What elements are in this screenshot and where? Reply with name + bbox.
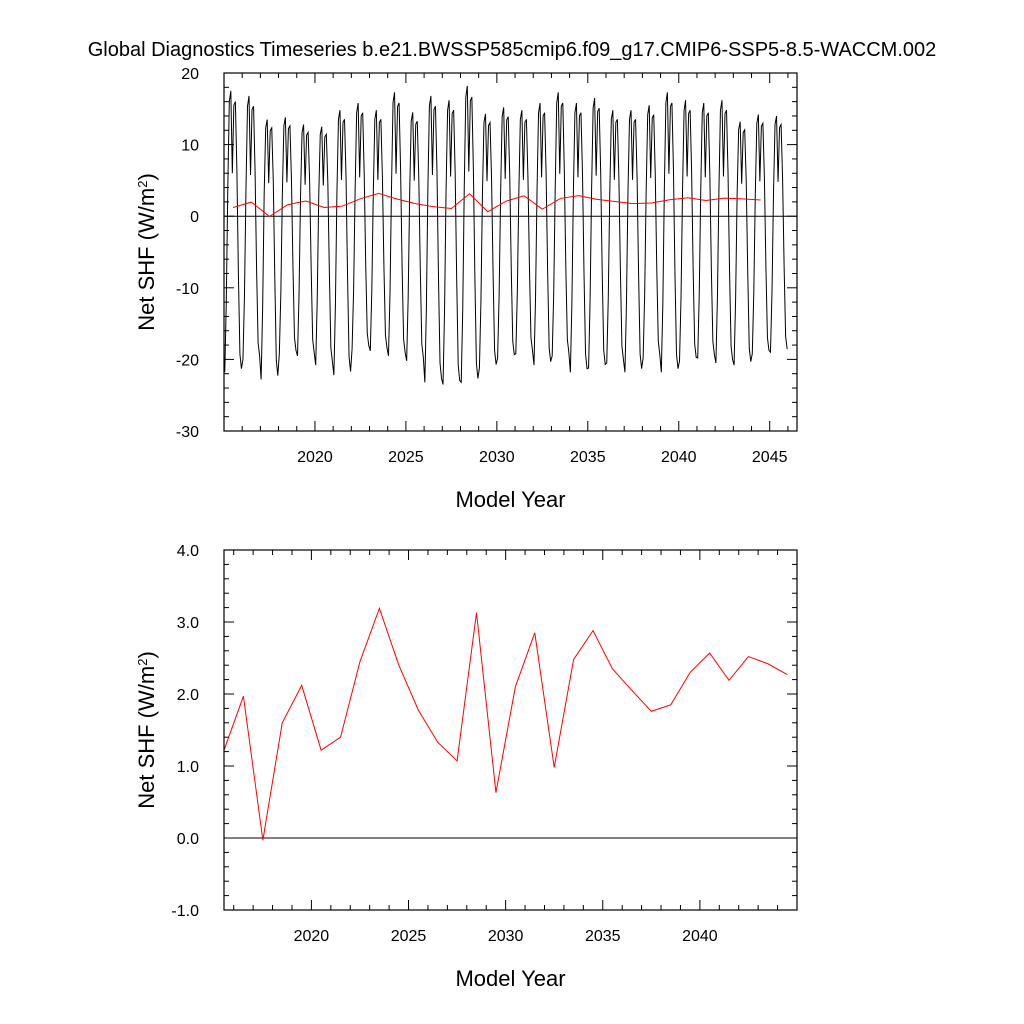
annual-mean-series-line bbox=[232, 192, 761, 218]
x-axis-label: Model Year bbox=[455, 487, 565, 512]
x-axis-label: Model Year bbox=[455, 966, 565, 991]
x-tick-label: 2025 bbox=[391, 928, 427, 945]
y-axis-label: Net SHF (W/m2) bbox=[134, 173, 159, 331]
y-tick-label: 0.0 bbox=[177, 831, 199, 848]
series-group bbox=[224, 85, 788, 385]
monthly-series-line bbox=[224, 85, 788, 385]
x-tick-label: 2030 bbox=[479, 449, 515, 466]
x-tick-label: 2040 bbox=[661, 449, 697, 466]
x-tick-label: 2025 bbox=[388, 449, 424, 466]
y-tick-label: 4.0 bbox=[177, 543, 199, 560]
plot-frame bbox=[223, 72, 798, 432]
x-tick-label: 2020 bbox=[297, 449, 333, 466]
y-tick-label: 10 bbox=[181, 138, 199, 155]
y-tick-label: 3.0 bbox=[177, 615, 199, 632]
annual-mean-series-line bbox=[224, 606, 788, 841]
x-tick-label: 2035 bbox=[570, 449, 606, 466]
y-axis-label: Net SHF (W/m2) bbox=[134, 651, 159, 809]
y-tick-label: -10 bbox=[176, 281, 199, 298]
y-tick-label: -20 bbox=[176, 352, 199, 369]
plot-frame bbox=[223, 549, 798, 911]
y-tick-label: 20 bbox=[181, 66, 199, 83]
x-tick-label: 2040 bbox=[682, 928, 718, 945]
x-tick-label: 2030 bbox=[488, 928, 524, 945]
bottom-panel-annual-means: 2020 2025 2030 2035 2040 -1.0 0.0 1.0 2.0 3.0 4.0 M… bbox=[134, 543, 798, 991]
series-group bbox=[224, 606, 788, 841]
y-tick-label: 2.0 bbox=[177, 687, 199, 704]
y-tick-label: -1.0 bbox=[171, 903, 199, 920]
y-tick-label: 0 bbox=[190, 209, 199, 226]
y-tick-label: -30 bbox=[176, 424, 199, 441]
x-tick-label: 2035 bbox=[585, 928, 621, 945]
x-tick-label: 2020 bbox=[294, 928, 330, 945]
figure-title: Global Diagnostics Timeseries b.e21.BWSS… bbox=[88, 39, 937, 61]
y-tick-label: 1.0 bbox=[177, 759, 199, 776]
x-tick-label: 2045 bbox=[752, 449, 788, 466]
top-panel-timeseries: 2020 2025 2030 2035 2040 2045 -30 -20 -10 0 10 20 Mo… bbox=[134, 66, 798, 512]
